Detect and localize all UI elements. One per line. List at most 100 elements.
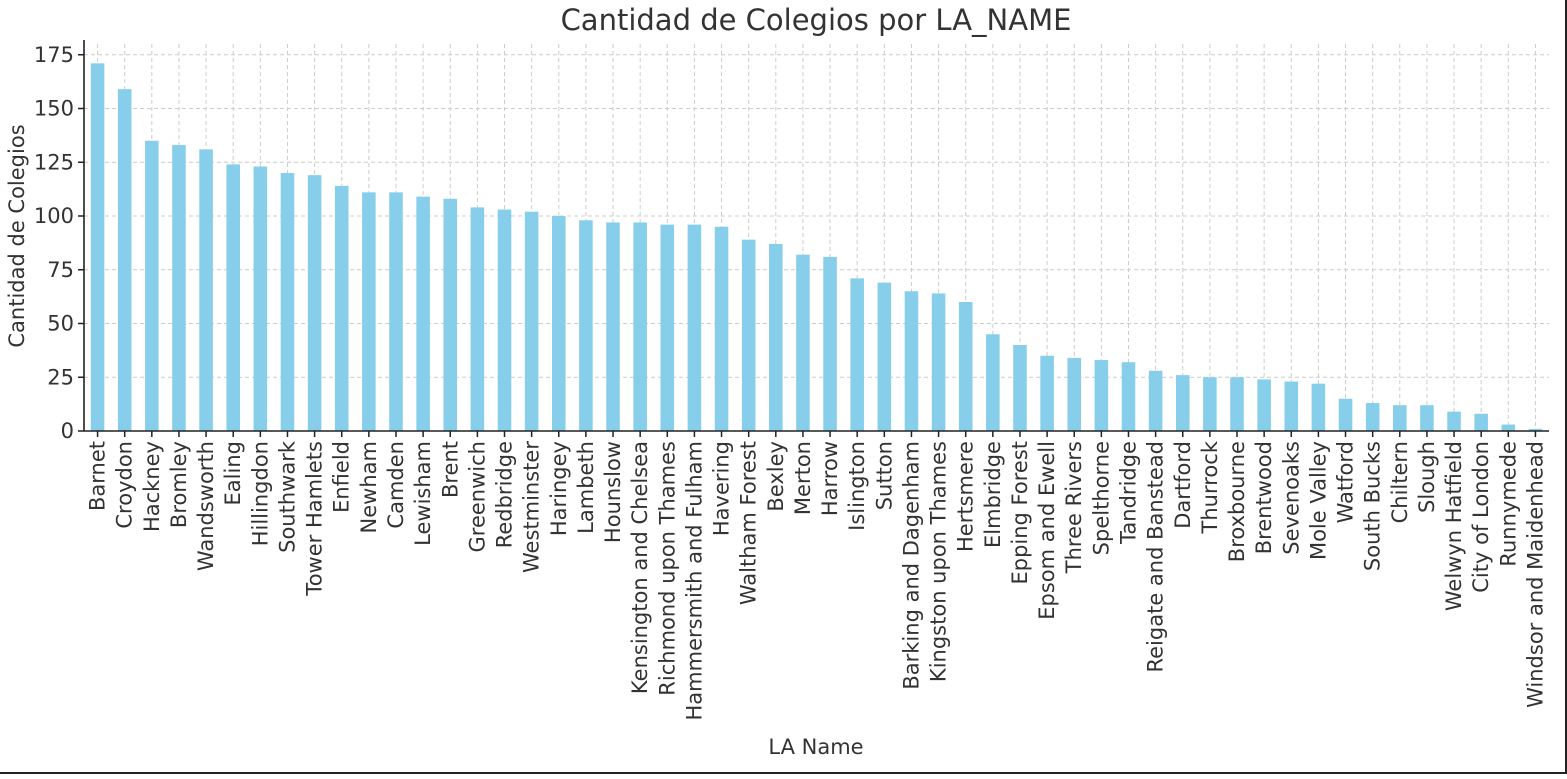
bar-harrow (823, 256, 837, 431)
x-tick-label: Tower Hamlets (303, 441, 327, 597)
bar-greenwich (470, 207, 485, 431)
x-tick-label: Hillingdon (248, 441, 272, 546)
y-tick-label: 0 (61, 419, 74, 443)
x-tick-label: Hammersmith and Fulham (682, 441, 706, 720)
bar-hackney (145, 140, 159, 431)
x-tick-label: Croydon (113, 441, 137, 529)
bar-redbridge (497, 209, 512, 431)
y-tick-label: 25 (47, 365, 74, 389)
x-tick-label: Runnymede (1496, 441, 1520, 567)
x-tick-label: Islington (845, 441, 869, 531)
bar-southwark (280, 173, 295, 431)
bar-havering (714, 226, 729, 431)
x-tick-label: Ealing (221, 441, 245, 505)
x-tick-label: Hertsmere (954, 441, 978, 552)
bar-newham (362, 192, 376, 431)
x-tick-label: Three Rivers (1062, 441, 1086, 574)
bar-hammersmith-and-fulham (687, 224, 702, 431)
bar-elmbridge (986, 334, 1000, 431)
x-tick-label: Bromley (167, 441, 191, 528)
x-tick-label: Camden (384, 441, 408, 529)
bar-chiltern (1393, 405, 1407, 431)
x-tick-label: Epsom and Ewell (1035, 441, 1059, 620)
x-tick-label: Elmbridge (981, 441, 1005, 548)
bar-bromley (172, 145, 186, 432)
bar-westminster (524, 211, 539, 431)
x-tick-label: Haringey (547, 441, 571, 536)
x-tick-label: Spelthorne (1089, 441, 1113, 555)
bar-epping-forest (1013, 345, 1027, 431)
bar-wandsworth (199, 149, 213, 431)
bar-brent (443, 198, 458, 431)
bar-runnymede (1501, 424, 1516, 431)
x-tick-label: Watford (1334, 441, 1358, 523)
bar-watford (1338, 398, 1353, 431)
bar-ealing (226, 164, 240, 431)
bar-windsor-and-maidenhead (1528, 428, 1543, 431)
bar-barnet (90, 63, 105, 431)
x-tick-label: Mole Valley (1306, 441, 1330, 560)
bar-tower-hamlets (307, 175, 322, 431)
x-tick-label: Richmond upon Thames (655, 441, 679, 696)
x-tick-label: Wandsworth (194, 441, 218, 571)
x-tick-label: Reigate and Banstead (1144, 441, 1168, 673)
x-tick-label: Waltham Forest (737, 441, 761, 605)
y-tick-label: 50 (47, 312, 74, 336)
y-tick-label: 75 (47, 258, 74, 282)
x-tick-label: Hounslow (601, 441, 625, 543)
x-tick-label: Welwyn Hatfield (1442, 441, 1466, 611)
bar-welwyn-hatfield (1447, 411, 1461, 431)
x-tick-label: Brentwood (1252, 441, 1276, 554)
x-tick-label: Lambeth (574, 441, 598, 534)
bar-south-bucks (1365, 403, 1380, 431)
x-axis-label: LA Name (768, 735, 863, 759)
bar-croydon (117, 89, 132, 432)
x-tick-label: Havering (710, 441, 734, 536)
x-tick-label: Sevenoaks (1279, 441, 1303, 555)
bar-enfield (334, 185, 349, 431)
bar-reigate-and-banstead (1148, 370, 1163, 431)
x-tick-label: Tandridge (1116, 441, 1140, 545)
bar-kingston-upon-thames (931, 293, 946, 431)
bar-spelthorne (1094, 360, 1109, 431)
x-tick-label: Harrow (818, 441, 842, 516)
x-tick-label: Merton (791, 441, 815, 515)
x-tick-label: Barking and Dagenham (899, 441, 923, 690)
x-tick-label: Westminster (520, 441, 544, 573)
bar-kensington-and-chelsea (633, 222, 647, 431)
bar-thurrock (1203, 377, 1217, 431)
x-tick-label: Broxbourne (1225, 441, 1249, 562)
x-tick-label: Kensington and Chelsea (628, 441, 652, 694)
x-tick-label: Barnet (86, 441, 110, 511)
x-tick-label: Kingston upon Thames (927, 441, 951, 682)
bar-richmond-upon-thames (660, 224, 675, 431)
y-tick-label: 100 (34, 204, 74, 228)
x-tick-label: Southwark (275, 440, 299, 553)
bar-city-of-london (1474, 413, 1488, 431)
bar-lambeth (579, 220, 593, 431)
x-tick-label: Bexley (764, 441, 788, 512)
x-tick-label: Greenwich (465, 441, 489, 552)
bar-haringey (551, 216, 566, 431)
y-axis-label: Cantidad de Colegios (5, 124, 29, 347)
x-tick-label: Newham (357, 441, 381, 533)
bar-islington (850, 278, 864, 431)
bar-waltham-forest (741, 239, 756, 431)
bar-camden (389, 192, 403, 431)
x-tick-label: Slough (1415, 441, 1439, 513)
x-tick-label: Enfield (330, 441, 354, 513)
y-tick-label: 125 (34, 150, 74, 174)
bar-dartford (1175, 375, 1190, 431)
bar-tandridge (1121, 362, 1136, 431)
chart-title: Cantidad de Colegios por LA_NAME (561, 3, 1072, 37)
bar-sevenoaks (1284, 381, 1299, 431)
bar-epsom-and-ewell (1040, 355, 1054, 431)
bar-bexley (769, 243, 783, 431)
x-tick-label: Brent (438, 441, 462, 498)
bar-hertsmere (958, 302, 973, 431)
bar-barking-and-dagenham (904, 291, 919, 431)
x-tick-label: Epping Forest (1008, 441, 1032, 585)
